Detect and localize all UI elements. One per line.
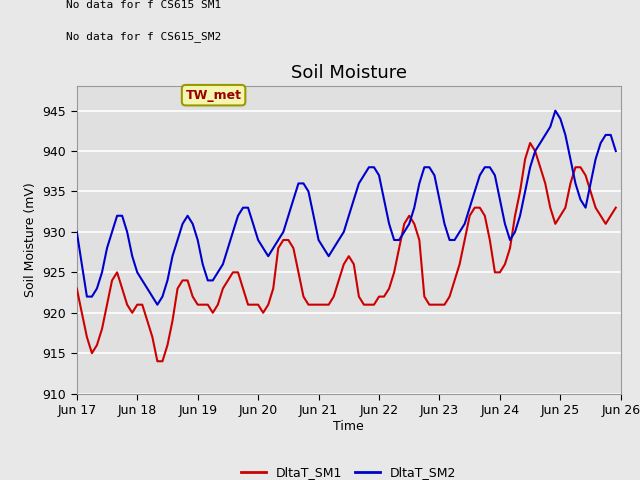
Y-axis label: Soil Moisture (mV): Soil Moisture (mV) [24, 182, 37, 298]
Legend: DltaT_SM1, DltaT_SM2: DltaT_SM1, DltaT_SM2 [236, 461, 461, 480]
Title: Soil Moisture: Soil Moisture [291, 64, 407, 82]
X-axis label: Time: Time [333, 420, 364, 433]
Text: No data for f CS615_SM2: No data for f CS615_SM2 [66, 31, 221, 42]
Text: TW_met: TW_met [186, 89, 242, 102]
Text: No data for f CS615 SM1: No data for f CS615 SM1 [66, 0, 221, 11]
